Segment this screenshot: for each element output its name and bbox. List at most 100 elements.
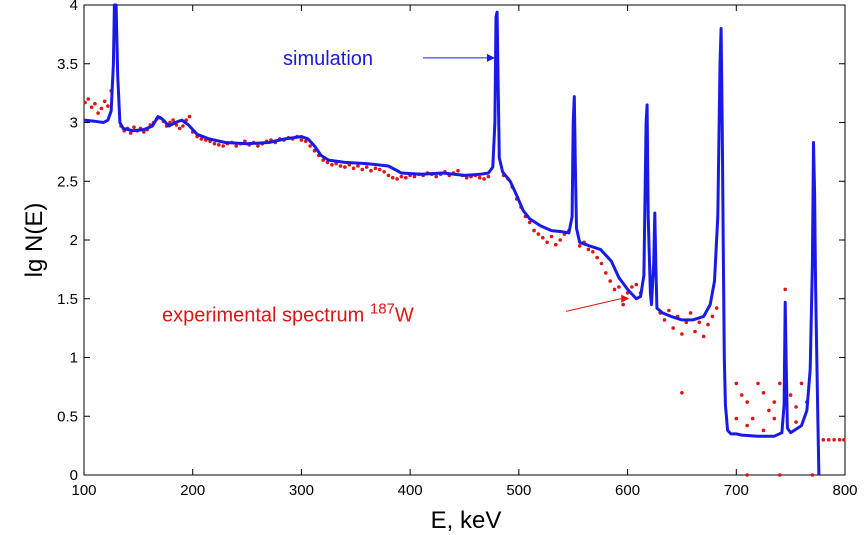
experiment-point xyxy=(608,279,612,283)
experiment-point xyxy=(549,234,554,239)
experiment-point xyxy=(234,144,238,148)
experiment-point xyxy=(373,166,378,171)
experiment-point xyxy=(734,416,739,421)
experiment-point xyxy=(102,99,107,104)
experiment-point xyxy=(826,438,831,442)
experiment-point xyxy=(772,416,777,421)
annotation-experimental-main: experimental spectrum xyxy=(162,304,370,326)
experiment-point xyxy=(486,174,491,179)
experiment-series xyxy=(83,89,846,477)
experiment-point xyxy=(83,100,87,105)
experiment-point xyxy=(477,175,482,180)
experiment-point xyxy=(330,163,334,167)
experiment-point xyxy=(527,220,532,225)
experiment-point xyxy=(181,124,185,128)
x-tick-label: 200 xyxy=(180,482,205,499)
x-tick-label: 300 xyxy=(289,482,314,499)
experiment-point xyxy=(767,408,771,413)
experiment-point xyxy=(338,164,343,168)
experiment-point xyxy=(621,302,625,307)
experiment-point xyxy=(745,473,749,477)
experiment-point xyxy=(788,393,793,397)
experiment-point xyxy=(612,287,617,292)
experiment-point xyxy=(177,126,182,131)
experiment-point xyxy=(761,428,766,433)
annotation-experimental-arrowhead xyxy=(621,294,630,303)
experiment-point xyxy=(364,165,369,169)
experiment-point xyxy=(93,101,97,106)
experiment-point xyxy=(617,285,621,289)
experiment-point xyxy=(832,438,836,442)
experiment-point xyxy=(99,106,104,111)
experiment-point xyxy=(586,247,591,252)
experiment-point xyxy=(299,138,304,142)
y-tick-label: 2 xyxy=(70,232,78,249)
experiment-point xyxy=(810,473,815,477)
experiment-point xyxy=(799,381,804,386)
experiment-point xyxy=(382,170,386,174)
experiment-point xyxy=(369,168,373,173)
experiment-point xyxy=(321,158,326,162)
experiment-point xyxy=(714,306,719,310)
x-tick-label: 400 xyxy=(398,482,423,499)
y-tick-label: 1 xyxy=(70,350,78,367)
experiment-point xyxy=(308,144,312,148)
experiment-point xyxy=(399,174,404,179)
simulation-line xyxy=(83,3,821,476)
experiment-point xyxy=(837,438,842,442)
annotation-experimental-tail: W xyxy=(395,304,414,326)
experiment-point xyxy=(745,400,749,404)
experiment-point xyxy=(821,438,826,442)
experiment-point xyxy=(706,322,710,327)
experiment-point xyxy=(395,177,399,181)
experiment-point xyxy=(171,118,175,122)
experiment-point xyxy=(536,232,541,236)
experiment-point xyxy=(595,255,599,260)
experiment-point xyxy=(783,287,787,292)
experiment-point xyxy=(221,144,225,148)
annotation-experimental: experimental spectrum 187W xyxy=(162,300,414,326)
experiment-point xyxy=(794,405,798,409)
x-axis: 100 200 300 400 500 600 700 800 xyxy=(71,5,858,499)
experiment-point xyxy=(662,318,667,322)
experiment-point xyxy=(761,391,766,395)
experiment-point xyxy=(710,314,715,319)
experiment-point xyxy=(842,438,846,442)
x-tick-label: 100 xyxy=(71,482,96,499)
experiment-point xyxy=(360,167,365,172)
experiment-point xyxy=(634,282,639,287)
experiment-point xyxy=(386,173,391,178)
annotation-experimental-arrow xyxy=(565,298,622,312)
experiment-point xyxy=(680,391,684,395)
y-axis: 0 0.5 1 1.5 2 2.5 3 3.5 4 xyxy=(57,0,845,484)
experiment-point xyxy=(541,235,545,240)
experiment-point xyxy=(772,400,777,404)
experiment-point xyxy=(377,167,382,172)
x-tick-label: 700 xyxy=(724,482,749,499)
experiment-point xyxy=(577,244,582,248)
experiment-point xyxy=(778,381,782,386)
experiment-point xyxy=(256,144,260,148)
experiment-point xyxy=(667,308,671,313)
plot-area xyxy=(83,4,846,476)
experiment-point xyxy=(456,168,460,173)
experiment-point xyxy=(96,111,100,115)
experiment-point xyxy=(532,228,536,233)
experiment-point xyxy=(351,166,356,171)
experiment-point xyxy=(739,393,744,397)
y-tick-label: 3 xyxy=(70,115,78,132)
experiment-point xyxy=(671,326,675,330)
annotations: simulation experimental spectrum 187W xyxy=(162,48,630,326)
experiment-point xyxy=(390,175,395,180)
experiment-point xyxy=(304,139,308,144)
experiment-point xyxy=(604,271,608,275)
experiment-point xyxy=(106,104,110,108)
y-tick-label: 3.5 xyxy=(57,56,78,73)
annotation-simulation-arrowhead xyxy=(486,53,495,62)
annotation-simulation: simulation xyxy=(283,48,373,70)
experiment-point xyxy=(404,175,408,180)
x-tick-label: 600 xyxy=(615,482,640,499)
experiment-point xyxy=(554,242,558,247)
experiment-point xyxy=(558,238,562,242)
